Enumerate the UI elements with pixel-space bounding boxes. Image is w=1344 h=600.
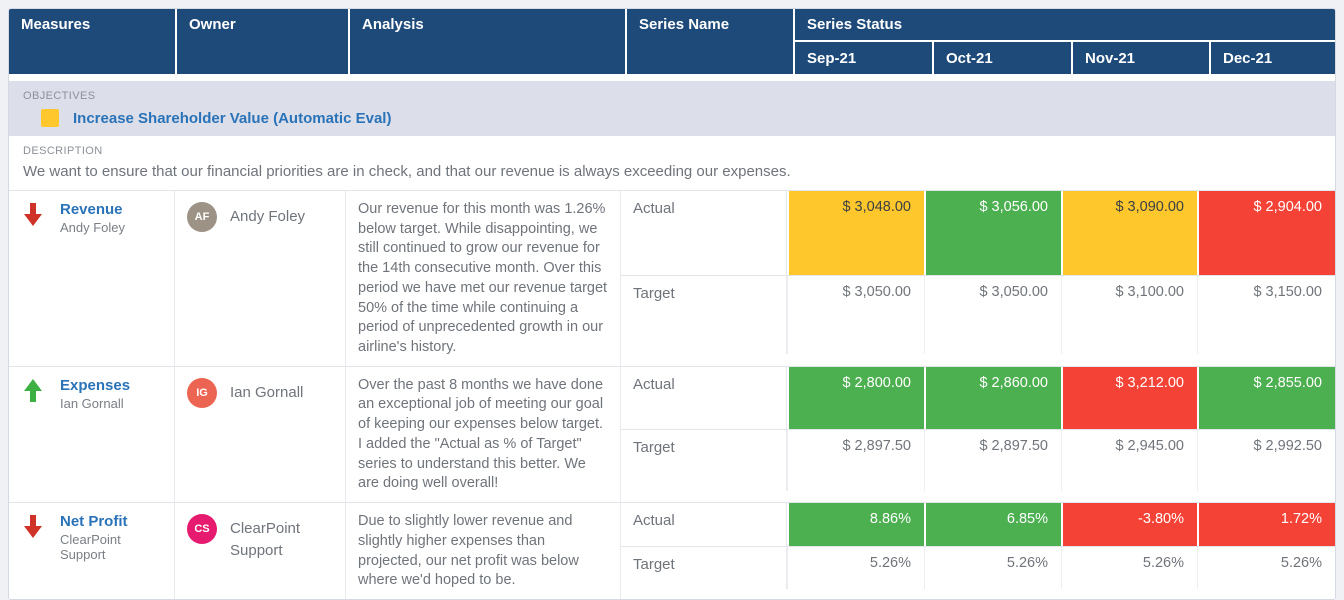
measure-link[interactable]: Net Profit — [60, 513, 128, 531]
owner-name: Andy Foley — [230, 208, 306, 225]
owner-avatar: CS — [187, 514, 217, 545]
status-cell: -3.80% — [1061, 503, 1197, 547]
series-name: Target — [621, 429, 787, 491]
column-header-sep-21: Sep-21 — [795, 42, 932, 74]
trend-down-arrow-icon — [23, 203, 43, 356]
status-cell: $ 2,800.00 — [787, 366, 924, 429]
trend-down-arrow-icon — [23, 515, 43, 589]
column-header-measures: Measures — [9, 9, 175, 74]
series-row-target: Target $ 3,050.00 $ 3,050.00 $ 3,100.00 … — [621, 275, 1335, 354]
value-cell: $ 2,897.50 — [787, 429, 924, 491]
value-cell: $ 3,050.00 — [787, 276, 924, 354]
series-name: Actual — [621, 191, 787, 275]
measure-row-expenses: Expenses Ian Gornall IG Ian Gornall Over… — [9, 365, 1335, 503]
value-cell: $ 3,150.00 — [1197, 276, 1335, 354]
owner-cell: AF Andy Foley — [175, 191, 346, 366]
objective-link[interactable]: Increase Shareholder Value (Automatic Ev… — [73, 109, 392, 127]
status-cell: 6.85% — [924, 503, 1061, 547]
status-cell: $ 3,056.00 — [924, 191, 1061, 275]
series-row-target: Target $ 2,897.50 $ 2,897.50 $ 2,945.00 … — [621, 428, 1335, 491]
objectives-section: OBJECTIVES Increase Shareholder Value (A… — [9, 81, 1335, 136]
status-cell: $ 2,904.00 — [1197, 191, 1335, 275]
owner-cell: CS ClearPoint Support — [175, 503, 346, 599]
value-cell: $ 3,100.00 — [1061, 276, 1197, 354]
value-cell: 5.26% — [924, 547, 1061, 590]
owner-name: ClearPoint Support — [230, 520, 301, 559]
status-cell: 1.72% — [1197, 503, 1335, 547]
description-section-label: DESCRIPTION — [23, 145, 103, 157]
measure-link[interactable]: Expenses — [60, 376, 131, 394]
measure-sub-owner: ClearPoint Support — [60, 532, 121, 563]
status-cell: $ 3,212.00 — [1061, 366, 1197, 429]
status-cell: 8.86% — [787, 503, 924, 547]
column-header-series-name: Series Name — [627, 9, 793, 74]
column-header-oct-21: Oct-21 — [934, 42, 1071, 74]
status-cell: $ 2,860.00 — [924, 366, 1061, 429]
objectives-section-label: OBJECTIVES — [23, 90, 96, 102]
owner-cell: IG Ian Gornall — [175, 366, 346, 503]
series-name: Target — [621, 547, 787, 590]
analysis-cell: Our revenue for this month was 1.26% bel… — [346, 191, 621, 366]
series-name: Actual — [621, 366, 787, 429]
description-text: We want to ensure that our financial pri… — [23, 163, 791, 180]
analysis-cell: Due to slightly lower revenue and slight… — [346, 503, 621, 599]
status-cell: $ 3,090.00 — [1061, 191, 1197, 275]
series-area: Actual $ 2,800.00 $ 2,860.00 $ 3,212.00 … — [621, 366, 1335, 502]
value-cell: $ 2,945.00 — [1061, 429, 1197, 491]
series-row-actual: Actual 8.86% 6.85% -3.80% 1.72% — [621, 503, 1335, 547]
owner-avatar: IG — [187, 377, 217, 408]
column-header-nov-21: Nov-21 — [1073, 42, 1209, 74]
objective-status-swatch — [41, 109, 59, 127]
description-section: DESCRIPTION We want to ensure that our f… — [9, 136, 1335, 190]
measure-sub-owner: Andy Foley — [60, 220, 126, 235]
series-name: Actual — [621, 503, 787, 547]
series-row-target: Target 5.26% 5.26% 5.26% 5.26% — [621, 546, 1335, 590]
trend-up-arrow-icon — [23, 378, 43, 492]
value-cell: $ 2,992.50 — [1197, 429, 1335, 491]
analysis-cell: Over the past 8 months we have done an e… — [346, 366, 621, 503]
measure-sub-owner: Ian Gornall — [60, 395, 124, 411]
column-header-series-status: Series Status — [795, 9, 1335, 40]
value-cell: $ 3,050.00 — [924, 276, 1061, 354]
value-cell: 5.26% — [1197, 547, 1335, 590]
measure-cell: Revenue Andy Foley — [9, 191, 175, 366]
series-area: Actual 8.86% 6.85% -3.80% 1.72% Target 5… — [621, 503, 1335, 599]
status-cell: $ 2,855.00 — [1197, 366, 1335, 429]
table-header: Measures Owner Analysis Series Name Seri… — [9, 9, 1335, 74]
scorecard-table: Measures Owner Analysis Series Name Seri… — [8, 8, 1336, 600]
column-header-owner: Owner — [177, 9, 348, 74]
measure-cell: Net Profit ClearPoint Support — [9, 503, 175, 599]
value-cell: 5.26% — [1061, 547, 1197, 590]
measure-row-net-profit: Net Profit ClearPoint Support CS ClearPo… — [9, 502, 1335, 599]
owner-name: Ian Gornall — [230, 383, 304, 401]
value-cell: $ 2,897.50 — [924, 429, 1061, 491]
series-area: Actual $ 3,048.00 $ 3,056.00 $ 3,090.00 … — [621, 191, 1335, 366]
column-header-analysis: Analysis — [350, 9, 625, 74]
value-cell: 5.26% — [787, 547, 924, 590]
owner-avatar: AF — [187, 202, 217, 232]
objective-row: Increase Shareholder Value (Automatic Ev… — [23, 109, 1321, 127]
column-header-dec-21: Dec-21 — [1211, 42, 1335, 74]
series-name: Target — [621, 276, 787, 354]
series-row-actual: Actual $ 3,048.00 $ 3,056.00 $ 3,090.00 … — [621, 191, 1335, 275]
measure-link[interactable]: Revenue — [60, 201, 123, 218]
measure-row-revenue: Revenue Andy Foley AF Andy Foley Our rev… — [9, 190, 1335, 366]
status-cell: $ 3,048.00 — [787, 191, 924, 275]
series-row-actual: Actual $ 2,800.00 $ 2,860.00 $ 3,212.00 … — [621, 366, 1335, 429]
measure-cell: Expenses Ian Gornall — [9, 366, 175, 503]
